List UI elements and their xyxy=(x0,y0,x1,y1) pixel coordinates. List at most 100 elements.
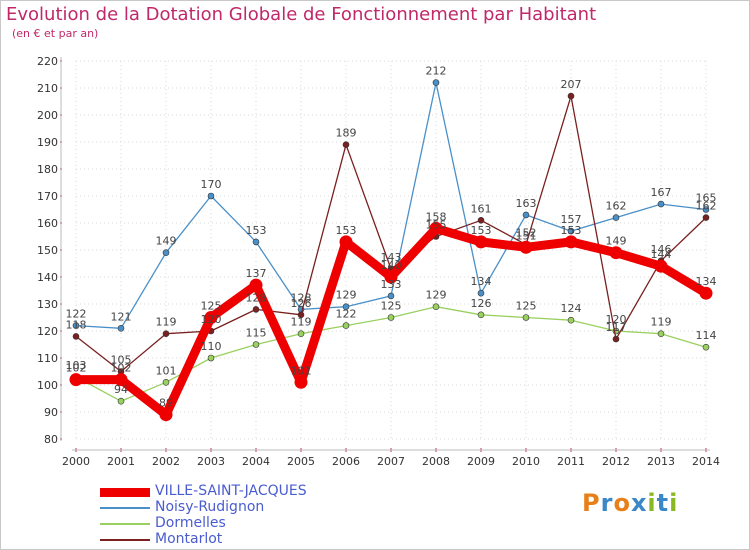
y-tick-label: 140 xyxy=(37,271,58,284)
data-point xyxy=(252,306,260,313)
data-label: 162 xyxy=(606,200,627,213)
legend-swatch xyxy=(100,539,150,541)
x-tick-label: 2011 xyxy=(557,455,585,468)
data-label: 152 xyxy=(516,227,537,240)
data-label: 134 xyxy=(696,275,717,288)
y-tick-label: 190 xyxy=(37,136,58,149)
data-point xyxy=(474,235,488,249)
data-point xyxy=(162,330,170,338)
data-label: 143 xyxy=(381,251,402,264)
y-tick-label: 80 xyxy=(44,433,58,446)
x-tick-label: 2013 xyxy=(647,455,675,468)
x-tick-label: 2006 xyxy=(332,455,360,468)
data-point xyxy=(477,217,485,224)
data-point xyxy=(72,333,80,340)
data-label: 149 xyxy=(606,235,627,248)
data-point xyxy=(342,303,350,311)
data-point xyxy=(522,314,530,321)
data-point xyxy=(117,324,125,332)
data-label: 140 xyxy=(381,259,402,272)
data-label: 126 xyxy=(471,297,492,310)
data-point xyxy=(522,211,530,219)
y-tick-label: 220 xyxy=(37,55,58,68)
data-label: 122 xyxy=(336,308,357,321)
data-label: 121 xyxy=(111,310,132,323)
data-label: 120 xyxy=(201,313,222,326)
data-label: 170 xyxy=(201,178,222,191)
data-point xyxy=(654,259,668,273)
data-label: 122 xyxy=(66,308,87,321)
y-tick-label: 180 xyxy=(37,163,58,176)
data-point xyxy=(702,214,710,221)
logo-letter: t xyxy=(656,489,670,517)
data-point xyxy=(114,373,128,387)
data-label: 137 xyxy=(246,267,267,280)
data-label: 144 xyxy=(651,248,672,261)
x-tick-label: 2004 xyxy=(242,455,270,468)
data-label: 149 xyxy=(156,235,177,248)
data-label: 101 xyxy=(156,364,177,377)
data-point xyxy=(162,378,170,386)
logo-letter: r xyxy=(600,489,614,517)
data-point xyxy=(384,270,398,284)
data-point xyxy=(72,322,80,329)
data-point xyxy=(477,289,485,297)
data-label: 158 xyxy=(426,210,447,223)
data-label: 94 xyxy=(114,383,128,396)
data-point xyxy=(657,330,665,338)
logo-letter: i xyxy=(647,489,657,517)
data-label: 189 xyxy=(336,127,357,140)
data-label: 157 xyxy=(561,213,582,226)
data-label: 114 xyxy=(696,329,717,342)
data-label: 133 xyxy=(381,278,402,291)
data-label: 102 xyxy=(66,362,87,375)
data-label: 161 xyxy=(471,202,492,215)
data-label: 125 xyxy=(201,300,222,313)
data-point xyxy=(117,397,125,405)
x-tick-label: 2007 xyxy=(377,455,405,468)
data-label: 105 xyxy=(111,354,132,367)
data-point xyxy=(69,373,83,387)
data-label: 153 xyxy=(246,224,267,237)
data-point xyxy=(162,249,170,256)
x-tick-label: 2008 xyxy=(422,455,450,468)
y-tick-label: 160 xyxy=(37,217,58,230)
logo-letter: o xyxy=(613,489,631,517)
data-point xyxy=(657,200,665,208)
y-tick-label: 130 xyxy=(37,298,58,311)
chart-title: Evolution de la Dotation Globale de Fonc… xyxy=(6,4,597,25)
data-label: 151 xyxy=(516,229,537,242)
y-tick-label: 200 xyxy=(37,109,58,122)
x-tick-label: 2005 xyxy=(287,455,315,468)
x-tick-label: 2001 xyxy=(107,455,135,468)
data-point xyxy=(567,316,575,324)
x-tick-label: 2000 xyxy=(62,455,90,468)
data-label: 153 xyxy=(336,224,357,237)
data-label: 212 xyxy=(426,65,447,78)
data-point xyxy=(342,322,350,329)
x-tick-label: 2009 xyxy=(467,455,495,468)
x-tick-label: 2010 xyxy=(512,455,540,468)
data-point xyxy=(432,303,440,311)
data-label: 118 xyxy=(66,318,87,331)
line-chart: 8090100110120130140150160170180190200210… xyxy=(37,55,720,468)
data-label: 89 xyxy=(159,397,173,410)
data-point xyxy=(699,286,713,300)
data-label: 125 xyxy=(381,300,402,313)
data-label: 115 xyxy=(246,327,267,340)
data-point xyxy=(612,335,620,343)
y-tick-label: 120 xyxy=(37,325,58,338)
data-point xyxy=(432,79,440,86)
x-tick-label: 2002 xyxy=(152,455,180,468)
data-point xyxy=(294,375,308,389)
data-label: 162 xyxy=(696,200,717,213)
data-label: 125 xyxy=(516,300,537,313)
data-point xyxy=(702,206,710,213)
data-label: 207 xyxy=(561,78,582,91)
data-point xyxy=(297,311,305,319)
data-label: 163 xyxy=(516,197,537,210)
data-label: 126 xyxy=(291,297,312,310)
data-label: 119 xyxy=(291,316,312,329)
data-label: 134 xyxy=(471,275,492,288)
